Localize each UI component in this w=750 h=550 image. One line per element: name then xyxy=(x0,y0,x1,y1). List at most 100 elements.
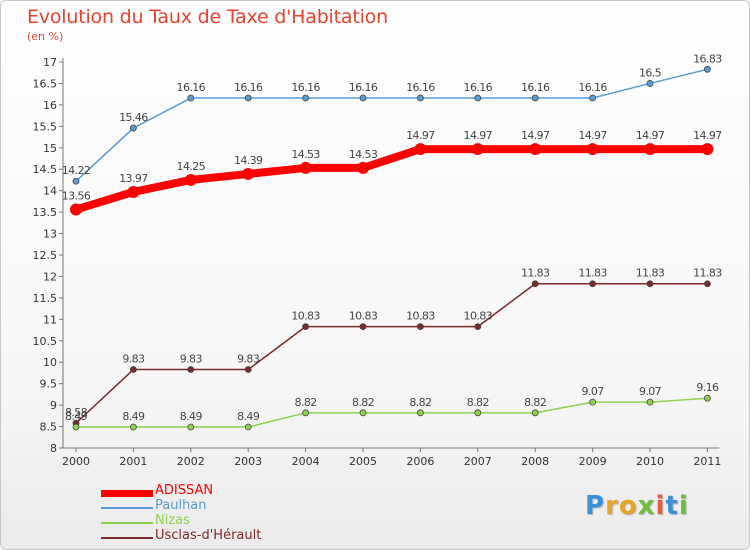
series-3-point xyxy=(531,280,539,288)
data-label: 16.16 xyxy=(578,81,607,94)
series-2-point xyxy=(646,398,654,406)
legend-swatch xyxy=(101,489,153,497)
data-label: 8.49 xyxy=(180,410,203,423)
series-1-point xyxy=(646,80,654,87)
data-label: 8.49 xyxy=(65,410,88,423)
y-tick-label: 8.5 xyxy=(40,421,58,434)
x-tick-label: 2010 xyxy=(636,455,664,468)
data-label: 10.83 xyxy=(464,310,493,323)
series-3-point xyxy=(244,366,252,373)
series-0-point xyxy=(414,143,427,156)
series-1-point xyxy=(531,94,539,102)
logo-letter: P xyxy=(585,491,606,521)
y-tick-label: 12 xyxy=(43,270,57,283)
data-label: 11.83 xyxy=(578,267,607,280)
axes: 8 8.5 9 9.5 10 10.5 11 11.5 12 12.5 13 13.5 14 14.5 15… xyxy=(33,56,722,468)
logo-letter: r xyxy=(605,491,619,521)
data-label: 9.83 xyxy=(122,353,145,366)
x-tick-label: 2002 xyxy=(177,455,205,468)
series-3-point xyxy=(474,323,482,331)
series-0-point xyxy=(184,173,197,186)
data-label: 14.97 xyxy=(693,129,722,142)
x-tick-label: 2003 xyxy=(234,455,262,468)
x-tick-label: 2005 xyxy=(349,455,377,468)
data-label: 11.83 xyxy=(521,267,550,280)
series-3-point xyxy=(187,366,195,373)
data-label: 8.49 xyxy=(122,410,145,423)
data-label: 13.97 xyxy=(119,172,148,185)
data-label: 13.56 xyxy=(62,190,91,203)
data-label: 8.82 xyxy=(295,396,317,409)
x-tick-label: 2004 xyxy=(292,455,320,468)
x-tick-label: 2009 xyxy=(579,455,607,468)
series-2-point xyxy=(704,394,711,402)
y-tick-label: 11 xyxy=(43,313,57,326)
y-tick-label: 15 xyxy=(43,142,57,155)
legend-swatch xyxy=(101,507,153,509)
series-1-point xyxy=(474,94,482,102)
y-tick-label: 9.5 xyxy=(40,378,58,391)
data-label: 15.46 xyxy=(119,111,148,124)
data-label: 14.97 xyxy=(521,129,550,142)
series-1-point xyxy=(359,94,367,102)
logo-letter: i xyxy=(655,491,666,521)
data-label: 16.16 xyxy=(406,81,435,94)
data-label: 9.83 xyxy=(237,353,260,366)
data-label: 14.97 xyxy=(464,129,493,142)
series-2-point xyxy=(416,409,424,417)
x-tick-label: 2006 xyxy=(406,455,434,468)
data-label: 16.16 xyxy=(177,81,206,94)
legend: ADISSAN Paulhan Nizas Usclas-d'Hérault xyxy=(101,483,321,545)
series-3-point xyxy=(589,280,596,288)
data-label: 8.82 xyxy=(409,396,431,409)
y-tick-label: 13 xyxy=(43,228,57,241)
series-1-point xyxy=(129,124,137,132)
series-layer xyxy=(70,65,714,431)
y-tick-label: 8 xyxy=(50,442,57,455)
data-label: 14.97 xyxy=(406,129,435,142)
logo-letter: o xyxy=(618,491,638,521)
data-label: 8.82 xyxy=(352,396,374,409)
x-tick-label: 2011 xyxy=(693,455,721,468)
series-3-point xyxy=(302,323,310,331)
data-label: 16.5 xyxy=(639,66,662,79)
legend-item: ADISSAN xyxy=(101,483,321,500)
legend-item: Usclas-d'Hérault xyxy=(101,528,321,545)
legend-label: Nizas xyxy=(155,513,190,528)
data-label: 8.82 xyxy=(524,396,546,409)
chart-subtitle: (en %) xyxy=(27,30,64,43)
y-tick-label: 12.5 xyxy=(33,249,58,262)
data-labels: 13.56 13.97 14.25 14.39 14.53 14.53 14.97 14.97… xyxy=(62,52,723,423)
series-2-point xyxy=(129,423,137,431)
data-label: 8.82 xyxy=(467,396,489,409)
series-3-point xyxy=(704,280,711,288)
logo-letter: x xyxy=(637,491,656,521)
series-2-point xyxy=(474,409,482,417)
series-line-2 xyxy=(76,397,708,428)
series-2-point xyxy=(589,398,596,406)
series-0-point xyxy=(299,161,312,174)
series-0-point xyxy=(586,143,599,156)
legend-swatch xyxy=(101,537,153,539)
data-label: 9.07 xyxy=(639,385,662,398)
series-3-point xyxy=(359,323,367,331)
data-label: 14.53 xyxy=(349,148,378,161)
y-tick-label: 15.5 xyxy=(33,120,58,133)
x-tick-label: 2000 xyxy=(62,455,90,468)
data-label: 16.16 xyxy=(349,81,378,94)
proxiti-logo: Proxiti xyxy=(585,491,689,521)
series-0-point xyxy=(357,161,369,174)
series-1-point xyxy=(589,94,596,102)
series-1-point xyxy=(302,94,310,102)
data-label: 11.83 xyxy=(693,267,722,280)
data-label: 16.16 xyxy=(464,81,493,94)
series-1-point xyxy=(704,65,711,73)
logo-letter: t xyxy=(665,491,679,521)
series-2-point xyxy=(244,423,252,431)
data-label: 16.16 xyxy=(291,81,320,94)
series-1-point xyxy=(416,94,424,102)
data-label: 14.25 xyxy=(177,160,206,173)
chart-title: Evolution du Taux de Taxe d'Habitation xyxy=(27,6,388,28)
